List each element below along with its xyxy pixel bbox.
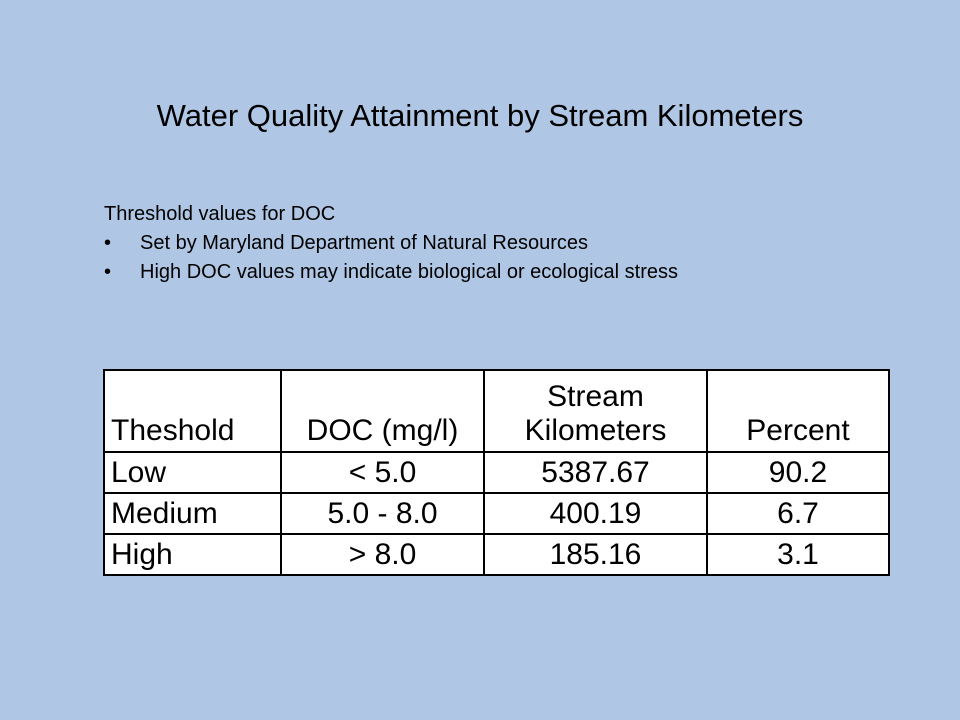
header-stream-line2: Kilometers	[524, 414, 667, 447]
slide-title: Water Quality Attainment by Stream Kilom…	[156, 98, 804, 133]
slide-content: Threshold values for DOC • Set by Maryla…	[104, 200, 678, 287]
table-row: High > 8.0 185.16 3.1	[103, 533, 890, 576]
cell-doc: 5.0 - 8.0	[280, 492, 485, 535]
cell-threshold: Low	[103, 451, 282, 494]
cell-km: 5387.67	[483, 451, 708, 494]
cell-doc: < 5.0	[280, 451, 485, 494]
header-stream-line1: Stream	[547, 380, 644, 413]
bullet-item: • High DOC values may indicate biologica…	[104, 258, 678, 287]
cell-km: 185.16	[483, 533, 708, 576]
header-stream-kilometers: Stream Kilometers	[483, 369, 708, 453]
cell-threshold: High	[103, 533, 282, 576]
table-row: Medium 5.0 - 8.0 400.19 6.7	[103, 492, 890, 535]
cell-percent: 6.7	[706, 492, 890, 535]
header-percent: Percent	[706, 369, 890, 453]
intro-text: Threshold values for DOC	[104, 203, 336, 225]
bullet-item: • Set by Maryland Department of Natural …	[104, 229, 678, 258]
header-doc: DOC (mg/l)	[280, 369, 485, 453]
bullet-icon: •	[104, 261, 112, 283]
cell-km: 400.19	[483, 492, 708, 535]
table-header-row: Theshold DOC (mg/l) Stream Kilometers Pe…	[103, 369, 890, 453]
bullet-text: Set by Maryland Department of Natural Re…	[140, 232, 588, 254]
bullet-list: • Set by Maryland Department of Natural …	[104, 229, 678, 287]
table-row: Low < 5.0 5387.67 90.2	[103, 451, 890, 494]
cell-percent: 90.2	[706, 451, 890, 494]
cell-percent: 3.1	[706, 533, 890, 576]
doc-threshold-table: Theshold DOC (mg/l) Stream Kilometers Pe…	[103, 369, 890, 576]
header-threshold: Theshold	[103, 369, 282, 453]
bullet-text: High DOC values may indicate biological …	[140, 261, 679, 283]
bullet-icon: •	[104, 232, 112, 254]
cell-doc: > 8.0	[280, 533, 485, 576]
cell-threshold: Medium	[103, 492, 282, 535]
